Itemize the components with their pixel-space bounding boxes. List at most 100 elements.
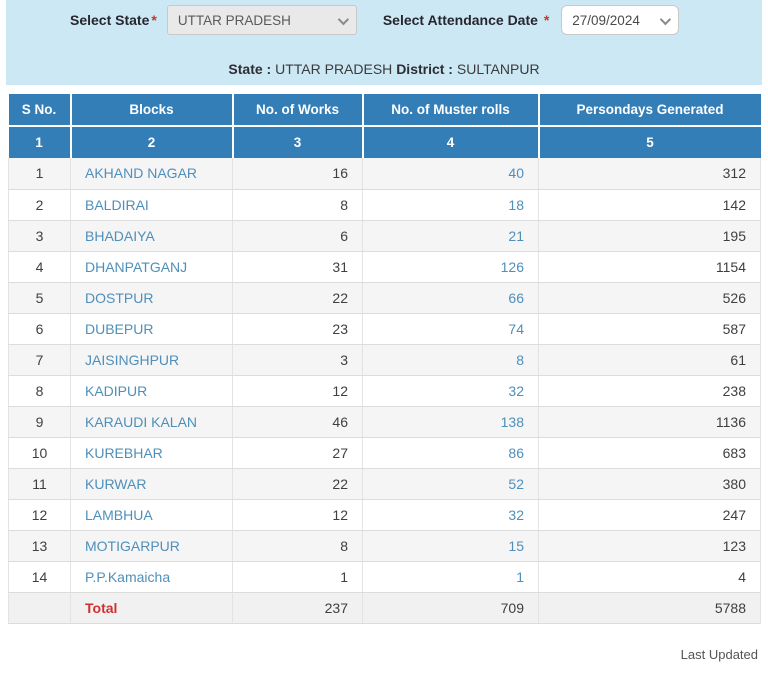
state-district-subheader: State : UTTAR PRADESH District : SULTANP… [6,61,762,77]
state-select[interactable]: UTTAR PRADESH [166,5,357,35]
block-link[interactable]: DOSTPUR [70,282,233,314]
filter-band: Select State * UTTAR PRADESH Select Atten… [6,0,762,85]
serial-cell: 3 [8,220,71,252]
persondays-cell: 61 [538,344,761,376]
total-muster-rolls: 709 [362,592,539,624]
chevron-down-icon [660,13,668,28]
persondays-cell: 1154 [538,251,761,283]
state-label: State : [228,61,272,77]
block-link[interactable]: KADIPUR [70,375,233,407]
muster-rolls-link[interactable]: 66 [362,282,539,314]
block-link[interactable]: JAISINGHPUR [70,344,233,376]
block-link[interactable]: P.P.Kamaicha [70,561,233,593]
block-link[interactable]: LAMBHUA [70,499,233,531]
works-cell: 31 [232,251,363,283]
select-date-label: Select Attendance Date * [382,12,550,28]
last-updated-text: Last Updated [680,646,758,662]
works-cell: 12 [232,375,363,407]
muster-rolls-link[interactable]: 52 [362,468,539,500]
total-empty-cell [8,592,71,624]
works-cell: 27 [232,437,363,469]
col-number: 2 [70,126,234,158]
attendance-date-select[interactable]: 27/09/2024 [561,5,680,35]
serial-cell: 7 [8,344,71,376]
works-cell: 1 [232,561,363,593]
col-header-muster-rolls: No. of Muster rolls [362,94,540,127]
total-label: Total [70,592,233,624]
table-row: 10 KUREBHAR 27 86 683 [8,437,761,469]
works-cell: 46 [232,406,363,438]
col-number: 5 [538,126,761,158]
muster-rolls-link[interactable]: 40 [362,158,539,190]
table-row: 6 DUBEPUR 23 74 587 [8,313,761,345]
serial-cell: 1 [8,158,71,190]
persondays-cell: 238 [538,375,761,407]
block-link[interactable]: KURWAR [70,468,233,500]
works-cell: 8 [232,189,363,221]
col-header-persondays: Persondays Generated [538,94,761,127]
table-body: 1 AKHAND NAGAR 16 40 312 2 BALDIRAI 8 18 142 3 BHAD… [8,158,761,593]
table-row: 12 LAMBHUA 12 32 247 [8,499,761,531]
persondays-cell: 1136 [538,406,761,438]
serial-cell: 4 [8,251,71,283]
muster-rolls-link[interactable]: 32 [362,375,539,407]
persondays-cell: 4 [538,561,761,593]
serial-cell: 14 [8,561,71,593]
block-link[interactable]: DUBEPUR [70,313,233,345]
muster-rolls-link[interactable]: 15 [362,530,539,562]
date-select-value: 27/09/2024 [572,12,640,28]
muster-rolls-link[interactable]: 1 [362,561,539,593]
serial-cell: 6 [8,313,71,345]
block-link[interactable]: AKHAND NAGAR [70,158,233,190]
muster-rolls-link[interactable]: 126 [362,251,539,283]
col-number: 1 [8,126,72,158]
muster-rolls-link[interactable]: 8 [362,344,539,376]
muster-rolls-link[interactable]: 21 [362,220,539,252]
block-link[interactable]: BALDIRAI [70,189,233,221]
block-link[interactable]: MOTIGARPUR [70,530,233,562]
serial-cell: 9 [8,406,71,438]
district-value: SULTANPUR [456,61,540,77]
select-state-label: Select State * [70,12,157,28]
muster-rolls-link[interactable]: 74 [362,313,539,345]
district-label: District : [396,61,453,77]
muster-rolls-link[interactable]: 138 [362,406,539,438]
serial-cell: 2 [8,189,71,221]
serial-cell: 10 [8,437,71,469]
col-header-blocks: Blocks [70,94,234,127]
works-cell: 22 [232,468,363,500]
required-asterisk: * [543,12,550,28]
table-row: 3 BHADAIYA 6 21 195 [8,220,761,252]
serial-cell: 8 [8,375,71,407]
block-link[interactable]: DHANPATGANJ [70,251,233,283]
col-number: 4 [362,126,540,158]
works-cell: 3 [232,344,363,376]
muster-rolls-link[interactable]: 18 [362,189,539,221]
works-cell: 23 [232,313,363,345]
table-row: 9 KARAUDI KALAN 46 138 1136 [8,406,761,438]
state-value: UTTAR PRADESH [275,61,393,77]
serial-cell: 13 [8,530,71,562]
total-works: 237 [232,592,363,624]
table-row: 2 BALDIRAI 8 18 142 [8,189,761,221]
table-header-row: S No. Blocks No. of Works No. of Muster … [8,94,761,127]
total-persondays: 5788 [538,592,761,624]
table-row: 1 AKHAND NAGAR 16 40 312 [8,158,761,190]
filter-controls: Select State * UTTAR PRADESH Select Atten… [6,5,762,35]
persondays-cell: 195 [538,220,761,252]
col-number: 3 [232,126,364,158]
block-link[interactable]: KUREBHAR [70,437,233,469]
works-cell: 6 [232,220,363,252]
muster-rolls-link[interactable]: 86 [362,437,539,469]
persondays-cell: 380 [538,468,761,500]
table-row: 7 JAISINGHPUR 3 8 61 [8,344,761,376]
table-header-number-row: 1 2 3 4 5 [8,126,761,158]
muster-rolls-link[interactable]: 32 [362,499,539,531]
persondays-cell: 587 [538,313,761,345]
persondays-cell: 683 [538,437,761,469]
table-row: 11 KURWAR 22 52 380 [8,468,761,500]
persondays-cell: 142 [538,189,761,221]
required-asterisk: * [151,12,157,28]
block-link[interactable]: BHADAIYA [70,220,233,252]
block-link[interactable]: KARAUDI KALAN [70,406,233,438]
